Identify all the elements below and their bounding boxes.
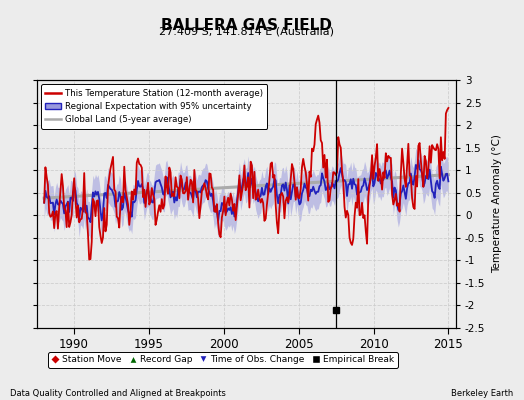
Text: BALLERA GAS FIELD: BALLERA GAS FIELD (161, 18, 332, 33)
Text: Berkeley Earth: Berkeley Earth (451, 389, 514, 398)
Text: 27.409 S, 141.814 E (Australia): 27.409 S, 141.814 E (Australia) (159, 26, 334, 36)
Text: Data Quality Controlled and Aligned at Breakpoints: Data Quality Controlled and Aligned at B… (10, 389, 226, 398)
Y-axis label: Temperature Anomaly (°C): Temperature Anomaly (°C) (492, 134, 502, 274)
Legend: Station Move, Record Gap, Time of Obs. Change, Empirical Break: Station Move, Record Gap, Time of Obs. C… (48, 352, 398, 368)
Legend: This Temperature Station (12-month average), Regional Expectation with 95% uncer: This Temperature Station (12-month avera… (41, 84, 267, 128)
